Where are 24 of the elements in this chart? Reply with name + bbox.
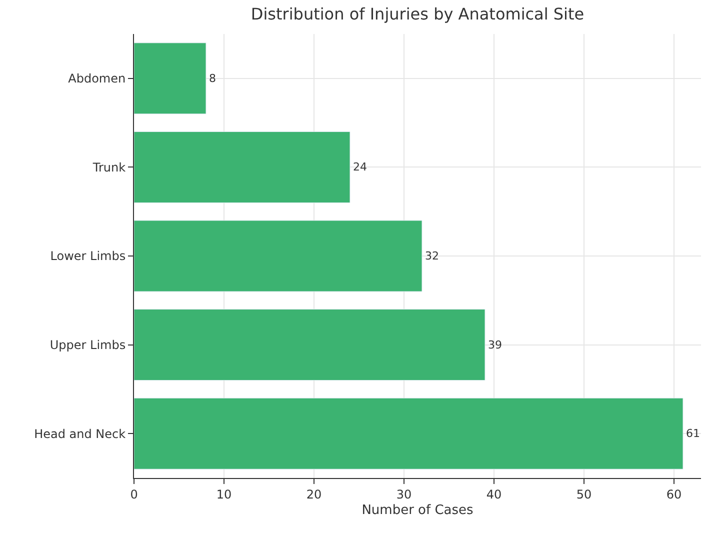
y-tick-label: Abdomen <box>68 72 126 86</box>
bar <box>134 131 350 203</box>
x-tick-label: 50 <box>576 487 592 502</box>
x-tick-label: 60 <box>666 487 682 502</box>
y-tick-label: Upper Limbs <box>50 338 126 352</box>
x-tick-label: 40 <box>486 487 502 502</box>
x-tick-label: 0 <box>130 487 138 502</box>
y-tick-label: Trunk <box>92 160 126 174</box>
data-label: 8 <box>209 72 216 85</box>
data-label: 32 <box>425 250 439 262</box>
bar <box>134 42 206 114</box>
x-axis-title: Number of Cases <box>362 503 474 518</box>
data-label: 24 <box>353 160 367 174</box>
x-tick-label: 20 <box>306 487 322 502</box>
x-tick-label: 30 <box>396 487 412 502</box>
bar <box>134 309 486 381</box>
bar <box>134 398 684 470</box>
x-tick-label: 10 <box>216 487 232 502</box>
chart-title: Distribution of Injuries by Anatomical Site <box>250 4 584 24</box>
y-tick-label: Lower Limbs <box>50 249 126 264</box>
y-tick-label: Head and Neck <box>34 426 126 441</box>
data-label: 39 <box>488 338 502 352</box>
bar <box>134 220 422 292</box>
data-label: 61 <box>686 427 700 440</box>
